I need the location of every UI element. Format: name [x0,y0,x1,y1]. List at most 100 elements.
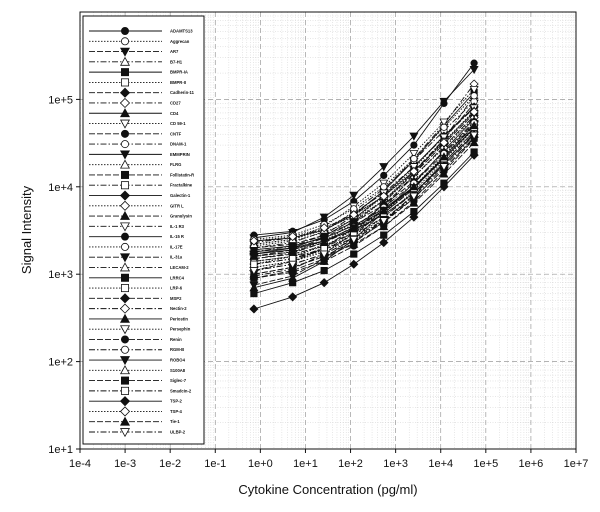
legend-marker [121,181,130,190]
legend-marker [120,210,130,220]
legend-marker [120,262,130,272]
legend-label: Fractalkine [170,183,193,188]
data-point [439,118,449,127]
x-tick-label: 1e-1 [204,458,226,470]
data-point [439,163,449,172]
data-point [250,289,258,298]
legend-label: B7-H1 [170,59,183,64]
data-point [469,85,479,95]
x-axis-title: Cytokine Concentration (pg/ml) [238,482,417,497]
data-point [319,223,329,233]
legend-entry: Follistatin-R [89,170,194,179]
data-point [379,238,389,248]
legend-label: ULBP-2 [170,430,186,435]
legend-label: TSP-2 [170,399,183,404]
series-line [253,138,475,279]
legend-label: MSP2 [170,296,182,301]
legend-marker [121,78,130,87]
legend-label: Smadcin-2 [170,388,192,393]
data-point [409,212,419,222]
legend-entry: ULBP-2 [89,428,186,438]
legend-label: Periostin [170,316,188,321]
series-line [253,118,475,289]
x-tick-label: 1e+4 [428,458,453,470]
legend-marker [120,313,130,323]
data-point [249,236,259,246]
legend-label: IL-17E [170,244,183,249]
data-point [469,121,479,130]
legend-label: Renin [170,337,182,342]
series-line [253,95,475,277]
series-line [253,111,475,242]
y-axis-title: Signal Intensity [19,185,34,274]
data-point [319,213,329,222]
legend-marker [120,365,130,375]
legend-entry: S100A8 [89,365,186,375]
series-line [253,113,475,257]
legend-entry: CNTF [89,129,182,138]
legend-entry: Nectin-2 [89,303,187,314]
y-tick-label: 1e+5 [48,94,73,106]
legend-label: ADAMTS13 [170,29,193,34]
legend-marker [120,108,130,118]
legend-label: RGM-B [170,347,184,352]
legend-marker [120,356,130,366]
data-point [288,247,298,256]
data-point [469,107,479,117]
legend-label: CD27 [170,100,181,105]
legend-entry: B7-H1 [89,56,183,66]
legend-label: BMPR-II [170,80,186,85]
x-axis: 1e-4 1e-3 1e-2 1e-1 1e+0 1e+1 1e+2 1e+3 1e+4 1e+5… [69,449,588,470]
y-tick-label: 1e+1 [48,444,73,456]
series-tie-1 [249,121,479,260]
data-point [319,237,329,247]
legend-marker [121,26,130,35]
legend-label: BMPR-IA [170,70,188,75]
legend-label: IL-31a [170,255,183,260]
data-point [320,266,328,275]
data-point [439,97,449,107]
data-point [409,166,419,176]
legend-label: IL-15 R [170,234,184,239]
series-line [253,126,475,265]
series-layer [249,59,479,314]
series-line [253,128,475,268]
legend-entry: Cadherin-11 [89,87,195,98]
data-point [349,259,359,269]
series-line [253,151,475,295]
legend-entry: Persephin [89,325,191,335]
legend-marker [121,273,130,282]
y-tick-label: 1e+4 [48,182,73,194]
legend-entry: CD4 [89,108,179,118]
x-tick-label: 1e-2 [159,458,181,470]
legend-entry: Renin [89,335,182,344]
legend-entry: BMPR-IA [89,68,188,77]
series-line [253,137,475,275]
data-point [469,150,479,160]
series-line [253,134,475,272]
legend-label: LRRC4 [170,275,185,280]
x-tick-label: 1e+5 [473,458,498,470]
legend-marker [119,406,131,417]
legend-entry: FLRG [89,159,181,169]
series-tsp-2 [249,150,479,314]
data-point [470,59,478,67]
y-tick-label: 1e+3 [48,269,73,281]
legend-entry: AR7 [89,47,179,57]
data-point [440,123,448,131]
legend-marker [120,416,130,426]
series-line [253,121,475,249]
legend-marker [121,140,130,149]
legend-entry: LECAM-2 [89,262,189,272]
x-tick-label: 1e+2 [338,458,363,470]
legend-marker [120,159,130,169]
legend-marker [119,396,131,407]
x-tick-label: 1e+0 [248,458,273,470]
legend-marker [119,200,131,211]
legend-entry: GITR L [89,200,184,211]
legend-entry: Aggrecan [89,37,190,46]
legend-label: Granulysin [170,214,192,219]
plot-frame [79,11,577,450]
legend-box [82,15,205,445]
